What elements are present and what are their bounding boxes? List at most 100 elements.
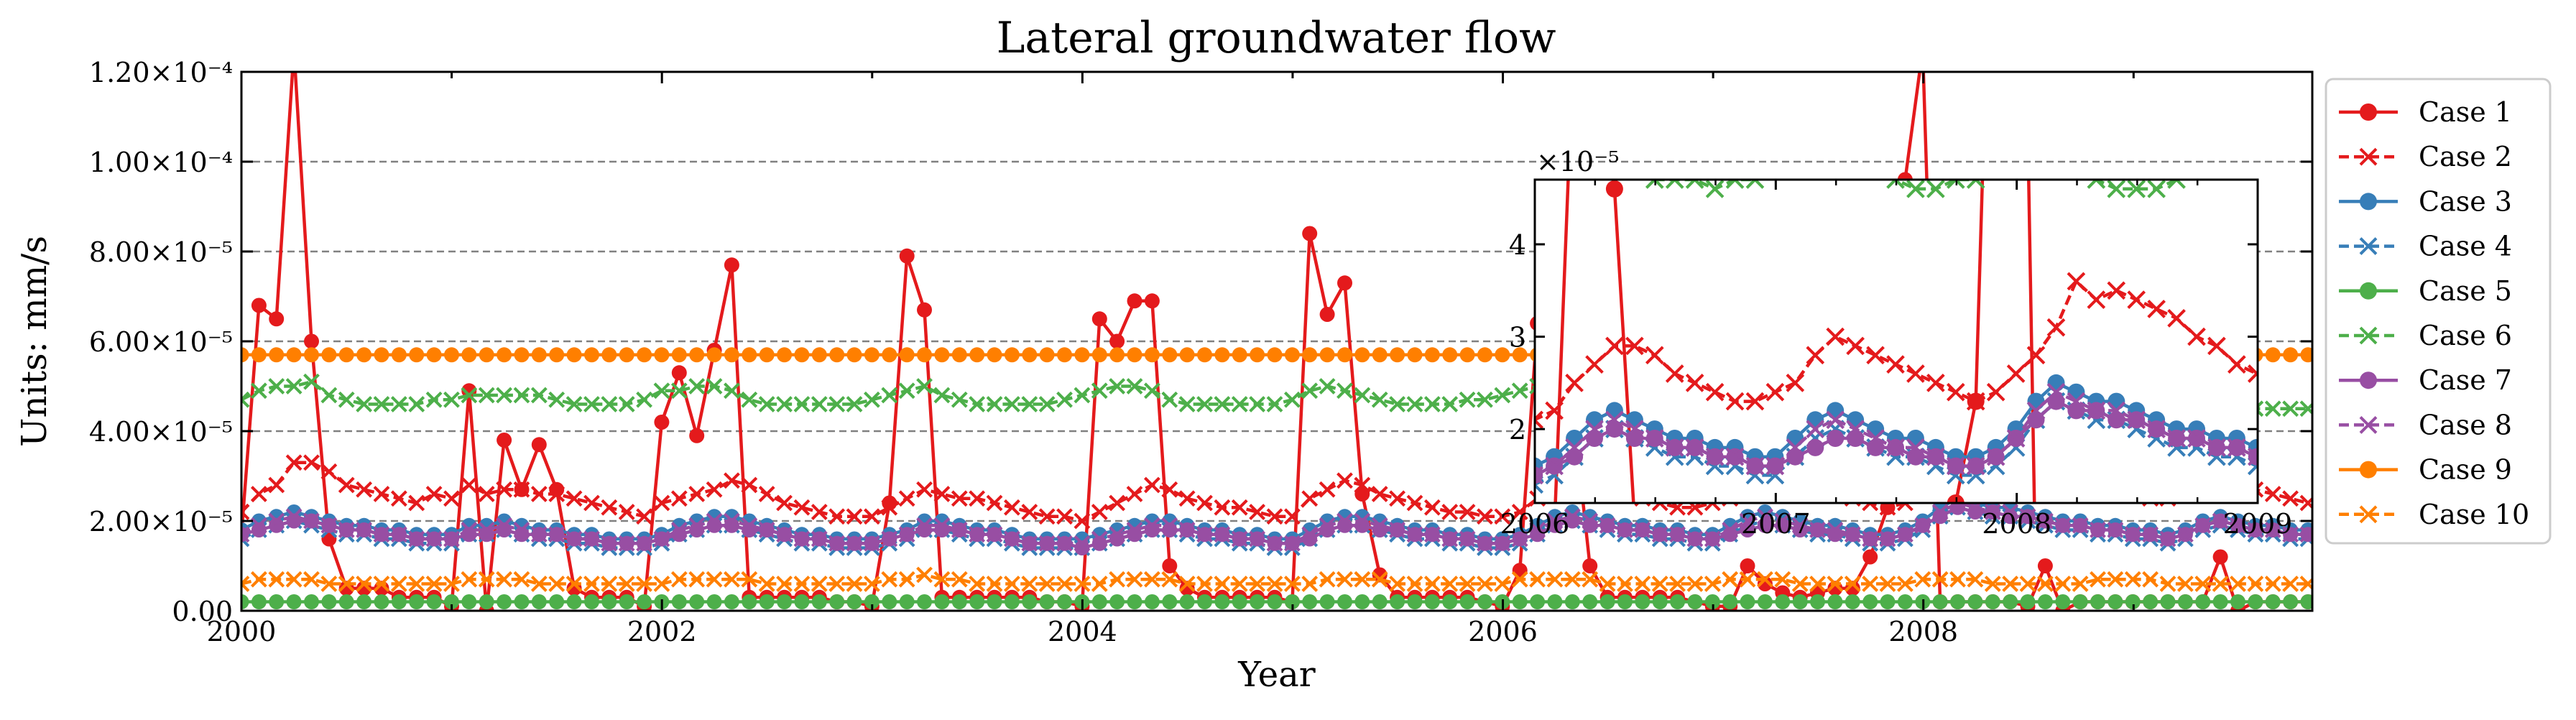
- inset-data-point: [944, 550, 961, 567]
- main-data-point: [1547, 594, 1563, 609]
- main-data-point: [1914, 517, 1931, 534]
- inset-data-point: [2289, 172, 2305, 188]
- main-data-point: [1406, 526, 1423, 543]
- main-data-point: [618, 396, 635, 412]
- inset-data-point: [2369, 550, 2386, 567]
- inset-data-point: [462, 78, 479, 96]
- main-data-point: [2283, 594, 2299, 609]
- main-data-point: [1319, 347, 1335, 363]
- main-data-point: [1389, 576, 1406, 592]
- inset-data-point: [1827, 402, 1845, 420]
- main-data-point: [846, 535, 863, 552]
- main-data-point: [2177, 594, 2193, 609]
- inset-data-point: [1827, 550, 1844, 567]
- main-data-point: [1757, 594, 1773, 609]
- main-data-point: [1810, 594, 1825, 609]
- inset-data-point: [221, 559, 239, 576]
- inset-data-point: [1365, 421, 1382, 438]
- main-data-point: [654, 347, 670, 363]
- inset-data-point: [241, 458, 258, 474]
- main-data-point: [846, 508, 863, 525]
- main-data-point: [1390, 594, 1405, 609]
- main-data-point: [1161, 571, 1178, 588]
- main-data-point: [1617, 522, 1633, 538]
- inset-data-point: [422, 448, 438, 465]
- inset-data-point: [1466, 467, 1482, 484]
- main-data-point: [2090, 522, 2106, 538]
- inset-data-point: [2088, 550, 2105, 567]
- main-data-point: [461, 522, 478, 538]
- inset-data-point: [1426, 550, 1442, 567]
- main-data-point: [303, 571, 320, 588]
- main-data-point: [373, 396, 390, 412]
- inset-data-point: [1466, 458, 1482, 474]
- inset-data-point: [562, 78, 579, 96]
- main-data-point: [1722, 594, 1738, 609]
- main-data-point: [1109, 571, 1126, 588]
- inset-data-point: [1365, 162, 1382, 179]
- inset-data-point: [1005, 550, 1021, 567]
- main-data-point: [864, 594, 880, 609]
- inset-data-point: [382, 420, 399, 438]
- main-data-point: [549, 594, 565, 609]
- inset-data-point: [261, 78, 278, 96]
- main-data-point: [2019, 576, 2036, 592]
- inset-data-point: [1506, 172, 1523, 188]
- main-data-point: [2159, 530, 2176, 548]
- main-data-point: [250, 517, 267, 534]
- main-data-point: [1949, 571, 1966, 588]
- inset-data-point: [422, 162, 438, 179]
- inset-data-point: [1024, 172, 1040, 188]
- main-data-point: [444, 594, 459, 609]
- main-data-point: [1582, 571, 1599, 588]
- main-data-point: [1162, 594, 1178, 609]
- main-data-point: [1074, 347, 1090, 363]
- inset-data-point: [823, 458, 840, 474]
- main-data-point: [530, 526, 548, 543]
- y-axis-label: Units: mm/s: [14, 236, 55, 447]
- inset-data-point: [783, 467, 800, 484]
- main-data-point: [1775, 594, 1791, 609]
- main-data-point: [601, 594, 617, 609]
- inset-data-point: [984, 466, 1001, 484]
- main-data-point: [1827, 576, 1844, 592]
- main-data-point: [933, 517, 951, 534]
- main-data-point: [478, 571, 495, 588]
- inset-data-point: [1204, 78, 1222, 96]
- inset-data-point: [1306, 550, 1322, 567]
- main-data-point: [1985, 594, 2000, 609]
- main-data-point: [497, 347, 512, 363]
- main-data-point: [618, 576, 635, 592]
- inset-data-point: [1365, 430, 1382, 447]
- inset-data-point: [1285, 78, 1302, 96]
- main-data-point: [1477, 594, 1492, 609]
- inset-data-point: [2268, 439, 2286, 456]
- inset-data-point: [1505, 466, 1523, 484]
- main-data-point: [811, 594, 827, 609]
- main-data-point: [742, 347, 757, 363]
- inset-data-point: [141, 301, 157, 318]
- main-data-point: [408, 530, 425, 548]
- inset-data-point: [1446, 550, 1462, 567]
- inset-data-point: [1405, 550, 1422, 567]
- main-data-point: [1686, 530, 1704, 548]
- main-data-point: [426, 594, 442, 609]
- main-data-point: [1390, 347, 1405, 363]
- main-data-point: [548, 526, 565, 543]
- inset-data-point: [342, 448, 359, 465]
- inset-data-point: [1645, 429, 1664, 448]
- inset-data-point: [823, 467, 840, 484]
- main-data-point: [1599, 576, 1616, 592]
- inset-data-point: [1506, 476, 1523, 493]
- main-data-point: [2160, 594, 2176, 609]
- inset-data-point: [181, 550, 198, 567]
- inset-data-point: [1806, 346, 1825, 365]
- legend-entry: Case 9: [2339, 454, 2512, 486]
- inset-data-point: [944, 180, 961, 197]
- inset-zoom: 2006 2007 2008 2009 2 3 4 ×10⁻⁵: [141, 78, 2386, 576]
- main-data-point: [390, 396, 407, 412]
- inset-data-point: [1986, 382, 2005, 402]
- main-data-point: [250, 571, 267, 588]
- main-data-point: [1827, 522, 1844, 538]
- inset-data-point: [522, 402, 539, 419]
